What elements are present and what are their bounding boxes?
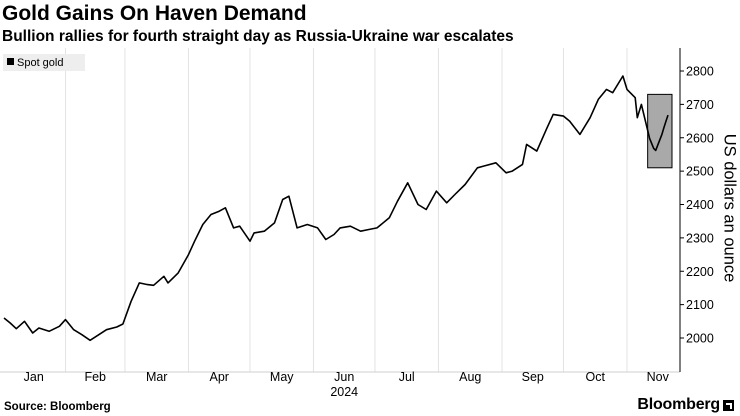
x-tick-label: Oct — [586, 370, 606, 384]
y-tick-label: 2500 — [686, 165, 714, 179]
chart-title: Gold Gains On Haven Demand — [2, 2, 307, 25]
y-axis-label: US dollars an ounce — [721, 134, 739, 283]
y-tick-label: 2100 — [686, 298, 714, 312]
highlight-box — [647, 93, 673, 169]
legend-swatch — [7, 58, 14, 65]
y-tick-label: 2800 — [686, 65, 714, 79]
x-tick-label: Jan — [24, 370, 44, 384]
y-tick-label: 2000 — [686, 332, 714, 346]
x-tick-label: Jun — [334, 370, 354, 384]
chart-subtitle: Bullion rallies for fourth straight day … — [2, 28, 514, 45]
x-tick-label: Nov — [647, 370, 670, 384]
x-tick-label: Apr — [209, 370, 228, 384]
x-tick-label: Sep — [522, 370, 544, 384]
bloomberg-logo-icon — [723, 400, 734, 411]
legend-background — [3, 54, 85, 71]
legend-label: Spot gold — [17, 57, 63, 69]
series-line-spot-gold — [3, 75, 669, 342]
legend: Spot gold — [3, 54, 85, 71]
x-tick-label: Jul — [399, 370, 415, 384]
y-tick-label: 2200 — [686, 265, 714, 279]
y-tick-label: 2300 — [686, 231, 714, 245]
year-label: 2024 — [330, 385, 358, 399]
y-tick-label: 2600 — [686, 131, 714, 145]
brand-wordmark: Bloomberg — [637, 396, 720, 413]
source-note: Source: Bloomberg — [4, 401, 111, 413]
x-tick-label: Aug — [459, 370, 481, 384]
y-tick-label: 2700 — [686, 98, 714, 112]
y-tick-label: 2400 — [686, 198, 714, 212]
x-tick-label: Feb — [84, 370, 106, 384]
x-tick-label: May — [270, 370, 294, 384]
x-tick-label: Mar — [146, 370, 168, 384]
